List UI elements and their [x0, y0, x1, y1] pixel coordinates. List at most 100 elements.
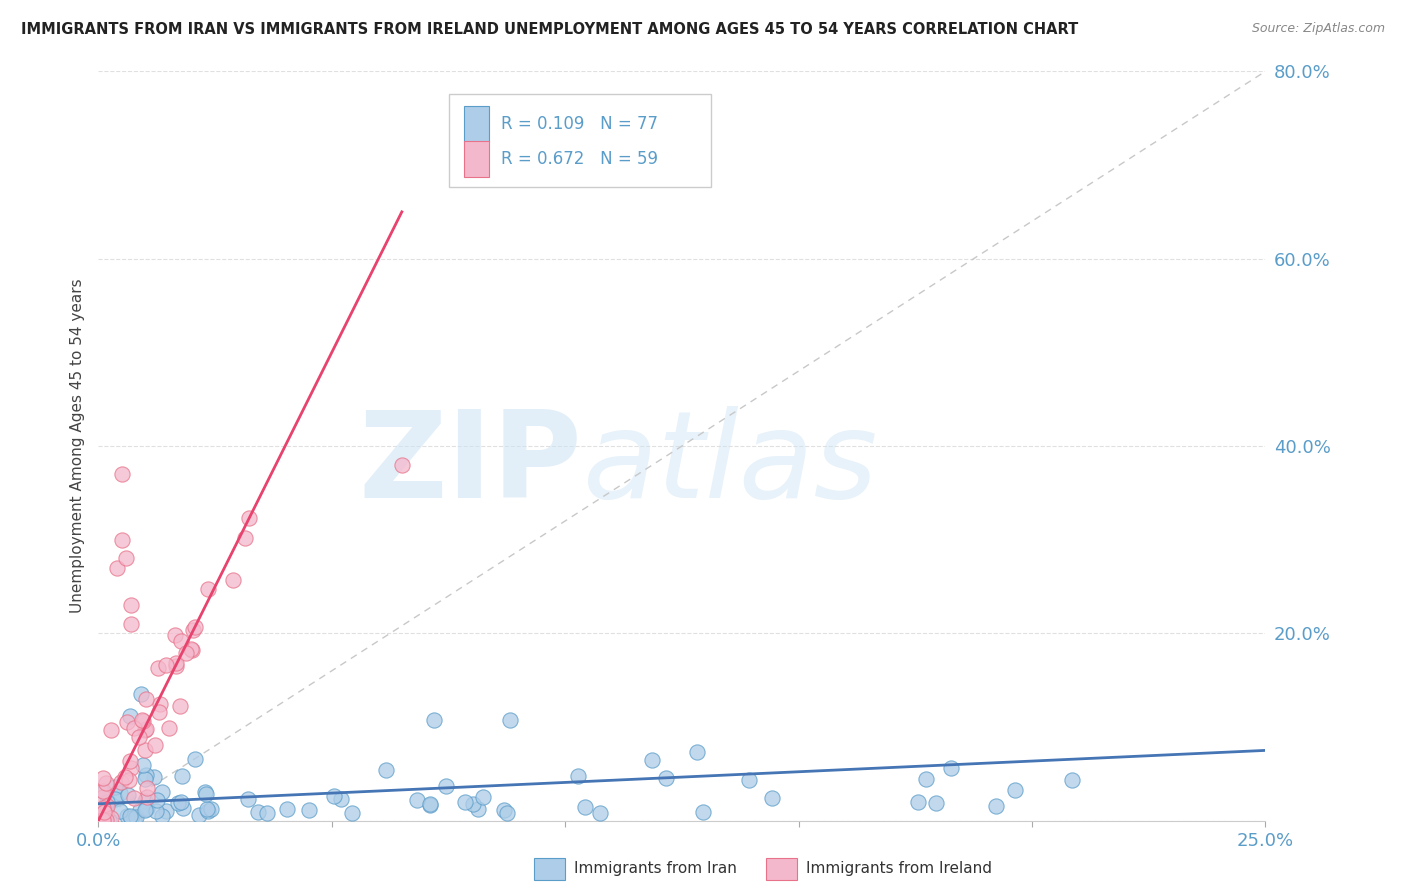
Point: [494, 804, 516, 818]
Point: [423, 714, 446, 728]
Point: [146, 793, 169, 807]
Point: [406, 792, 429, 806]
Text: R = 0.672   N = 59: R = 0.672 N = 59: [501, 150, 658, 168]
Point: [122, 812, 145, 826]
Point: [165, 659, 187, 673]
Point: [163, 628, 186, 642]
Point: [91, 771, 114, 785]
Point: [169, 698, 191, 713]
Point: [150, 809, 173, 823]
Text: Immigrants from Ireland: Immigrants from Ireland: [806, 862, 991, 876]
Point: [91, 801, 114, 815]
Point: [94, 813, 117, 827]
FancyBboxPatch shape: [449, 94, 711, 187]
Point: [184, 752, 207, 766]
Point: [97, 813, 120, 827]
Point: [136, 780, 159, 795]
Point: [93, 805, 115, 819]
Point: [419, 798, 441, 813]
Point: [184, 620, 207, 634]
Point: [100, 723, 122, 738]
Point: [236, 792, 259, 806]
Point: [686, 745, 709, 759]
Point: [114, 770, 136, 784]
Point: [135, 801, 157, 815]
Point: [91, 813, 114, 827]
Point: [146, 660, 169, 674]
Point: [463, 797, 485, 812]
Point: [125, 810, 148, 824]
Point: [155, 804, 177, 818]
Point: [148, 705, 170, 719]
Point: [124, 721, 146, 735]
Point: [194, 785, 217, 799]
Point: [655, 771, 678, 785]
Point: [235, 531, 257, 545]
Point: [132, 758, 155, 772]
Point: [91, 784, 114, 798]
Point: [108, 785, 131, 799]
Point: [135, 768, 157, 782]
Text: ZIP: ZIP: [359, 406, 582, 524]
Point: [1060, 772, 1083, 787]
Point: [131, 714, 153, 728]
Point: [246, 805, 269, 820]
Point: [155, 658, 177, 673]
Point: [157, 721, 180, 735]
Point: [115, 551, 138, 566]
Point: [108, 805, 131, 819]
Point: [454, 795, 477, 809]
Text: R = 0.109   N = 77: R = 0.109 N = 77: [501, 115, 658, 133]
Point: [256, 806, 278, 821]
Point: [134, 803, 156, 817]
Point: [110, 775, 132, 789]
Point: [692, 805, 714, 820]
Point: [149, 697, 172, 711]
Point: [197, 804, 219, 818]
Point: [761, 791, 783, 805]
Point: [276, 802, 298, 816]
Point: [94, 807, 117, 822]
Point: [94, 776, 117, 790]
Point: [197, 582, 219, 596]
Point: [91, 813, 114, 827]
Point: [589, 805, 612, 820]
Point: [93, 813, 115, 827]
Point: [434, 779, 457, 793]
Point: [907, 795, 929, 809]
Point: [115, 809, 138, 823]
Point: [91, 790, 114, 805]
Point: [120, 709, 142, 723]
Point: [120, 617, 142, 632]
Point: [93, 785, 115, 799]
Point: [172, 800, 194, 814]
Text: Immigrants from Iran: Immigrants from Iran: [574, 862, 737, 876]
Point: [419, 797, 441, 811]
Point: [738, 772, 761, 787]
Point: [118, 773, 141, 788]
Point: [169, 634, 191, 648]
Point: [111, 467, 134, 482]
Point: [134, 772, 156, 786]
Point: [375, 763, 398, 777]
Point: [134, 723, 156, 737]
Point: [322, 789, 344, 804]
Point: [495, 806, 517, 821]
Point: [142, 770, 165, 784]
Point: [187, 808, 209, 822]
Point: [169, 796, 191, 810]
Point: [96, 795, 118, 809]
Point: [340, 806, 363, 821]
Bar: [464, 141, 489, 177]
Text: Source: ZipAtlas.com: Source: ZipAtlas.com: [1251, 22, 1385, 36]
Point: [118, 809, 141, 823]
Point: [200, 802, 222, 816]
Point: [181, 624, 204, 638]
Point: [105, 561, 128, 575]
Point: [925, 796, 948, 810]
Point: [132, 714, 155, 728]
Point: [115, 714, 138, 729]
Point: [91, 813, 114, 827]
Point: [122, 790, 145, 805]
Text: atlas: atlas: [582, 406, 879, 524]
